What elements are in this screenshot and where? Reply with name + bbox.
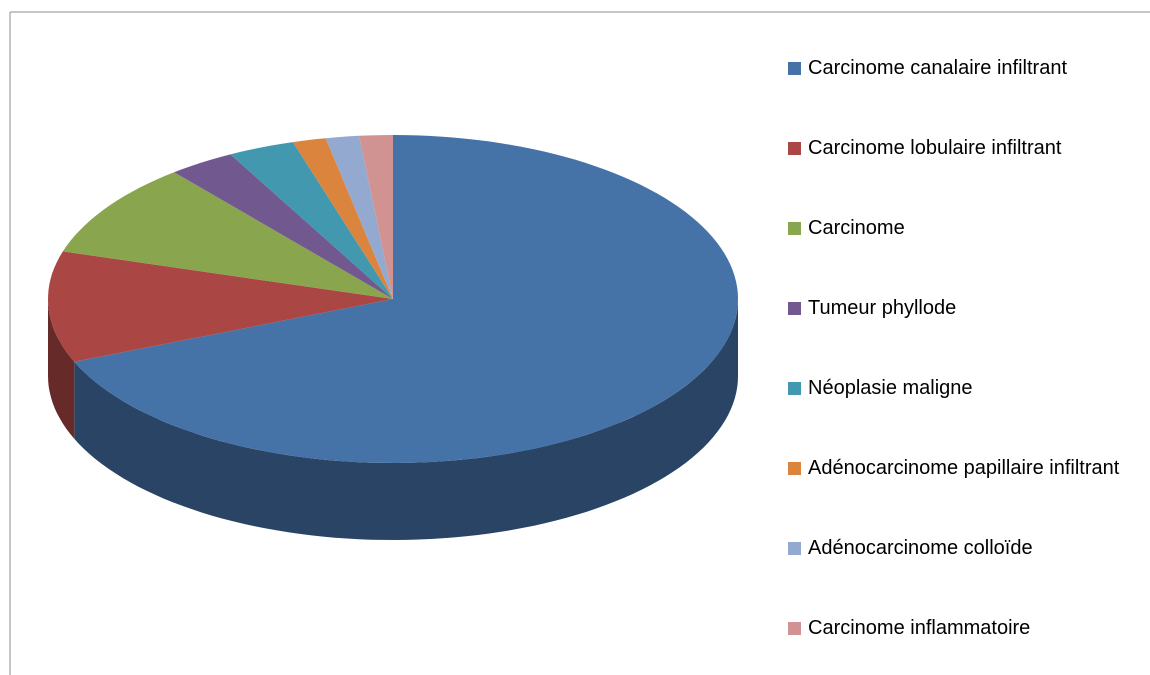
slice — [325, 135, 393, 299]
slice — [74, 135, 739, 463]
legend-swatch — [788, 382, 801, 395]
slice — [48, 251, 393, 362]
legend-item: Carcinome canalaire infiltrant — [788, 53, 1133, 84]
slice — [230, 142, 393, 299]
legend-swatch — [788, 622, 801, 635]
slice — [174, 154, 393, 299]
slice-side — [48, 299, 75, 439]
legend-swatch — [788, 542, 801, 555]
legend-item: Tumeur phyllode — [788, 293, 1133, 324]
legend-item: Carcinome inflammatoire — [788, 613, 1133, 644]
legend-swatch — [788, 222, 801, 235]
legend-swatch — [788, 462, 801, 475]
legend-swatch — [788, 62, 801, 75]
legend-swatch — [788, 302, 801, 315]
legend-item: Carcinome lobulaire infiltrant — [788, 133, 1133, 164]
legend-label: Carcinome inflammatoire — [808, 617, 1031, 639]
legend-label: Carcinome lobulaire infiltrant — [808, 137, 1062, 159]
slice — [62, 172, 394, 299]
legend-label: Adénocarcinome colloïde — [808, 537, 1033, 559]
legend-label: Néoplasie maligne — [808, 377, 973, 399]
legend-item: Néoplasie maligne — [788, 373, 1133, 404]
slice — [359, 135, 393, 299]
slice — [292, 138, 393, 299]
legend-label: Adénocarcinome papillaire infiltrant — [808, 457, 1120, 479]
legend-item: Adénocarcinome papillaire infiltrant — [788, 453, 1133, 484]
legend-swatch — [788, 142, 801, 155]
legend-label: Carcinome canalaire infiltrant — [808, 57, 1068, 79]
legend-item: Adénocarcinome colloïde — [788, 533, 1133, 564]
slice-side — [74, 299, 739, 540]
legend-item: Carcinome — [788, 213, 1133, 244]
legend-label: Tumeur phyllode — [808, 297, 957, 319]
legend-label: Carcinome — [808, 217, 905, 239]
